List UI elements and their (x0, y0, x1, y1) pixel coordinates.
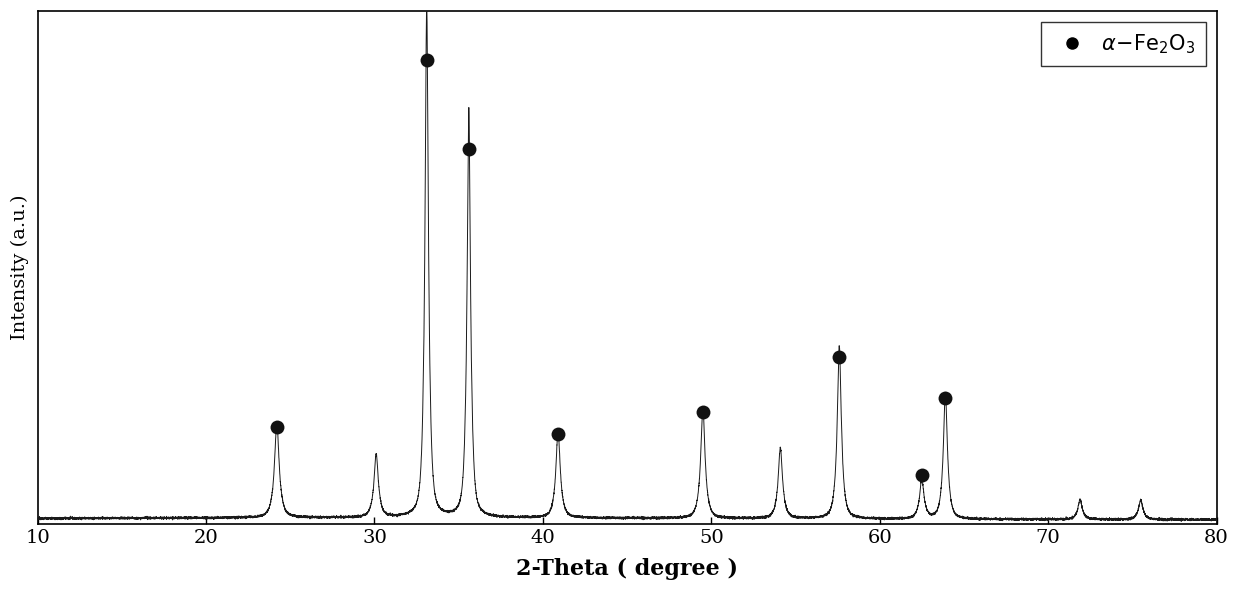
Point (417, 55, 436, 64)
Point (693, 408, 713, 417)
Point (548, 429, 568, 439)
X-axis label: 2-Theta ( degree ): 2-Theta ( degree ) (516, 558, 738, 580)
Point (459, 144, 479, 153)
Point (911, 470, 931, 480)
Point (935, 393, 955, 402)
Y-axis label: Intensity (a.u.): Intensity (a.u.) (11, 194, 30, 340)
Point (830, 352, 849, 362)
Legend: $\alpha\!-\!$Fe$_2$O$_3$: $\alpha\!-\!$Fe$_2$O$_3$ (1042, 21, 1207, 66)
Point (267, 423, 286, 432)
